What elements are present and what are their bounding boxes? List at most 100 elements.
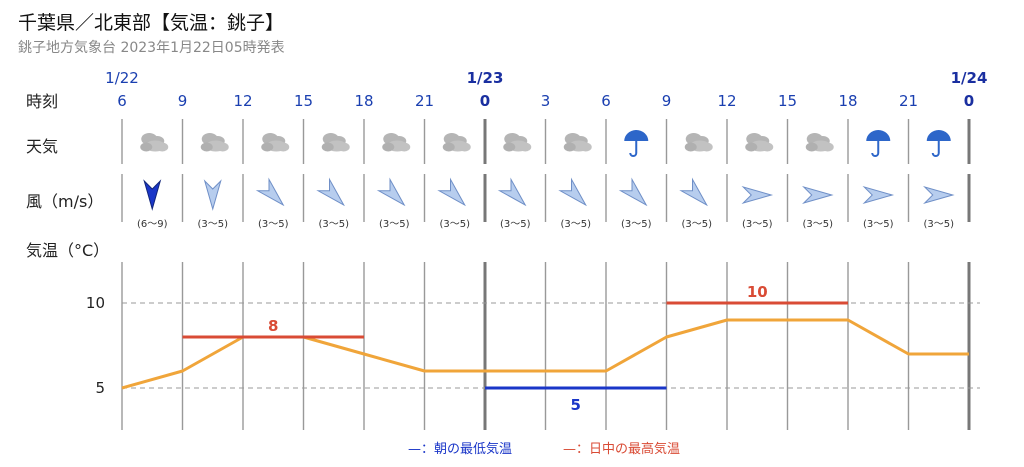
umbrella-hook <box>629 152 638 157</box>
cloudy-icon <box>805 133 834 152</box>
wind-arrow-icon <box>203 179 222 211</box>
cloud-front-3 <box>200 142 213 152</box>
wind-arrow-shape <box>143 179 162 211</box>
wind-speed-label: (3〜5) <box>560 219 591 230</box>
wind-arrow-icon <box>862 185 895 205</box>
umbrella-canopy <box>866 130 891 141</box>
wind-speed-label: (3〜5) <box>802 219 833 230</box>
wind-speed-label: (3〜5) <box>500 219 531 230</box>
wind-arrow-shape <box>862 185 895 205</box>
umbrella-icon <box>866 130 891 157</box>
wind-arrow-shape <box>203 179 222 211</box>
wind-speed-label: (3〜5) <box>258 219 289 230</box>
min-temp-label: 5 <box>571 396 581 414</box>
wind-arrow-icon <box>376 177 406 207</box>
cloudy-icon <box>261 133 290 152</box>
umbrella-hook <box>871 152 880 157</box>
row-label-wind: 風（m/s） <box>26 192 103 211</box>
wind-arrow-shape <box>316 177 345 207</box>
wind-speed-label: (3〜5) <box>742 219 773 230</box>
wind-arrow-shape <box>741 185 774 205</box>
cloud-front-2 <box>700 142 713 152</box>
wind-arrow-shape <box>679 177 708 207</box>
cloud-front-3 <box>321 142 334 152</box>
umbrella-hook <box>931 152 940 157</box>
cloudy-icon <box>503 133 532 152</box>
wind-arrow-icon <box>437 177 466 207</box>
date-label: 1/23 <box>467 69 504 87</box>
cloudy-icon <box>442 133 471 152</box>
cloud-front-2 <box>821 142 834 152</box>
row-label-time: 時刻 <box>26 92 58 111</box>
cloud-front-3 <box>140 142 153 152</box>
umbrella-canopy <box>926 130 951 141</box>
cloud-front-2 <box>337 142 350 152</box>
hour-label: 3 <box>541 92 551 110</box>
cloudy-icon <box>140 133 169 152</box>
wind-arrow-icon <box>618 177 648 207</box>
cloud-front-2 <box>579 142 592 152</box>
cloud-front-2 <box>277 142 290 152</box>
cloud-front-2 <box>398 142 411 152</box>
cloud-front-2 <box>216 142 229 152</box>
cloudy-icon <box>745 133 774 152</box>
cloudy-icon <box>684 133 713 152</box>
cloudy-icon <box>382 133 411 152</box>
y-tick-label: 5 <box>95 379 105 397</box>
page-subtitle: 銚子地方気象台 2023年1月22日05時発表 <box>18 40 285 56</box>
wind-speed-label: (6〜9) <box>137 219 168 230</box>
hour-label: 21 <box>899 92 918 110</box>
hour-label: 21 <box>415 92 434 110</box>
wind-arrow-shape <box>618 177 648 207</box>
wind-speed-label: (3〜5) <box>863 219 894 230</box>
hour-label: 9 <box>178 92 188 110</box>
wind-arrow-shape <box>437 177 466 207</box>
wind-speed-label: (3〜5) <box>318 219 349 230</box>
hour-label: 9 <box>662 92 672 110</box>
cloud-front-3 <box>684 142 697 152</box>
wind-arrow-shape <box>497 177 527 207</box>
wind-arrow-shape <box>255 177 285 207</box>
hour-label: 12 <box>717 92 736 110</box>
cloud-front-3 <box>805 142 818 152</box>
wind-speed-label: (3〜5) <box>439 219 470 230</box>
wind-arrow-icon <box>679 177 708 207</box>
wind-arrow-icon <box>143 179 162 211</box>
cloud-front-2 <box>156 142 169 152</box>
umbrella-icon <box>624 130 649 157</box>
cloud-front-3 <box>503 142 516 152</box>
umbrella-canopy <box>624 130 649 141</box>
hour-label: 15 <box>778 92 797 110</box>
wind-arrow-shape <box>376 177 406 207</box>
wind-arrow-icon <box>497 177 527 207</box>
cloud-front-2 <box>519 142 532 152</box>
cloud-front-2 <box>761 142 774 152</box>
wind-speed-label: (3〜5) <box>197 219 228 230</box>
hour-label: 18 <box>838 92 857 110</box>
legend-min-temp: —：朝の最低気温 <box>408 442 513 457</box>
date-label: 1/22 <box>105 69 139 87</box>
y-tick-label: 10 <box>86 294 105 312</box>
date-label: 1/24 <box>951 69 988 87</box>
wind-arrow-icon <box>255 177 285 207</box>
wind-arrow-icon <box>741 185 774 205</box>
hour-label: 15 <box>294 92 313 110</box>
row-label-weather: 天気 <box>26 137 58 156</box>
hour-label: 0 <box>964 92 974 110</box>
hour-label: 18 <box>354 92 373 110</box>
wind-speed-label: (3〜5) <box>681 219 712 230</box>
legend-max-temp: —：日中の最高気温 <box>563 442 681 457</box>
wind-arrow-shape <box>923 185 955 205</box>
cloud-front-3 <box>563 142 576 152</box>
hour-label: 0 <box>480 92 490 110</box>
cloud-front-3 <box>261 142 274 152</box>
wind-speed-label: (3〜5) <box>621 219 652 230</box>
wind-arrow-shape <box>558 177 587 207</box>
umbrella-icon <box>926 130 951 157</box>
max-temp-label: 8 <box>268 317 278 335</box>
cloud-front-3 <box>382 142 395 152</box>
cloud-front-2 <box>458 142 471 152</box>
wind-speed-label: (3〜5) <box>923 219 954 230</box>
wind-arrow-icon <box>316 177 345 207</box>
